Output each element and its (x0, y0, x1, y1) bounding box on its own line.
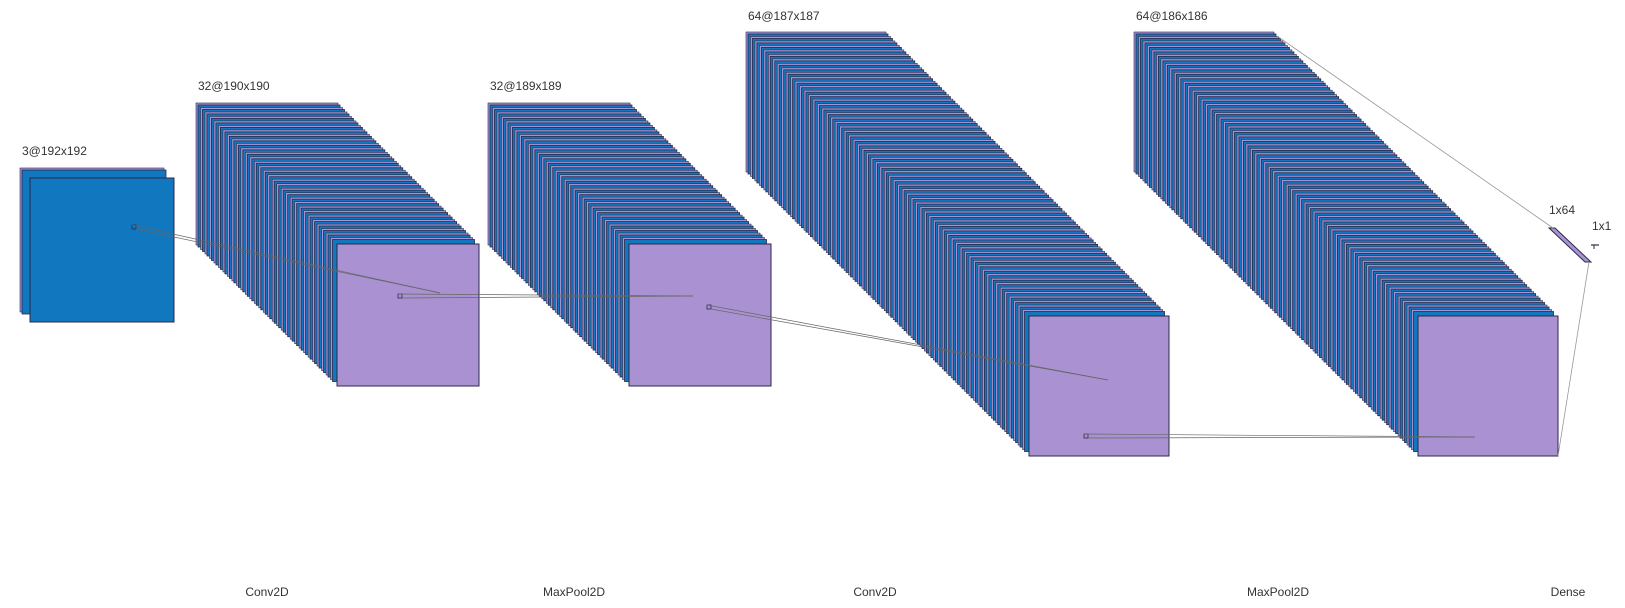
layer-shape-label: 64@186x186 (1136, 9, 1208, 23)
connector-line (1083, 433, 1476, 438)
connector-line (1087, 436, 1476, 439)
connector-line (401, 295, 694, 299)
front-feature-map (1028, 315, 1170, 457)
front-feature-map (336, 243, 480, 387)
dense-shape-label: 1x64 (1549, 203, 1575, 217)
operation-label: Conv2D (853, 585, 897, 599)
dense-layer-1x64 (1547, 227, 1593, 263)
dense-connector-line (1276, 35, 1554, 229)
connector-line (131, 224, 441, 294)
front-feature-maps (29, 177, 1559, 457)
layer-shape-label: 32@190x190 (198, 79, 270, 93)
dense-connector-line (1557, 261, 1590, 457)
layer-shape-label: 64@187x187 (748, 9, 820, 23)
front-feature-map (628, 243, 772, 387)
connector-line (710, 308, 1109, 381)
operation-label: Conv2D (245, 585, 289, 599)
kernel-window (706, 304, 712, 310)
layer-shape-label: 3@192x192 (22, 144, 87, 158)
operation-label: MaxPool2D (1247, 585, 1309, 599)
kernel-connectors (131, 224, 1476, 439)
layer-shape-label: 32@189x189 (490, 79, 562, 93)
kernel-window (131, 224, 137, 230)
connector-line (135, 228, 441, 294)
dense-layers (1276, 35, 1599, 457)
front-feature-map (1417, 315, 1559, 457)
operation-label: Dense (1551, 585, 1586, 599)
kernel-connector (397, 293, 694, 299)
kernel-connector (131, 224, 441, 294)
dense-shape-label: 1x1 (1592, 219, 1612, 233)
kernel-connector (1083, 433, 1476, 439)
connector-line (706, 304, 1109, 381)
connector-line (397, 293, 694, 297)
front-feature-map (29, 177, 175, 323)
feature-map-stacks (19, 31, 1554, 452)
kernel-connector (706, 304, 1109, 381)
operation-label: MaxPool2D (543, 585, 605, 599)
